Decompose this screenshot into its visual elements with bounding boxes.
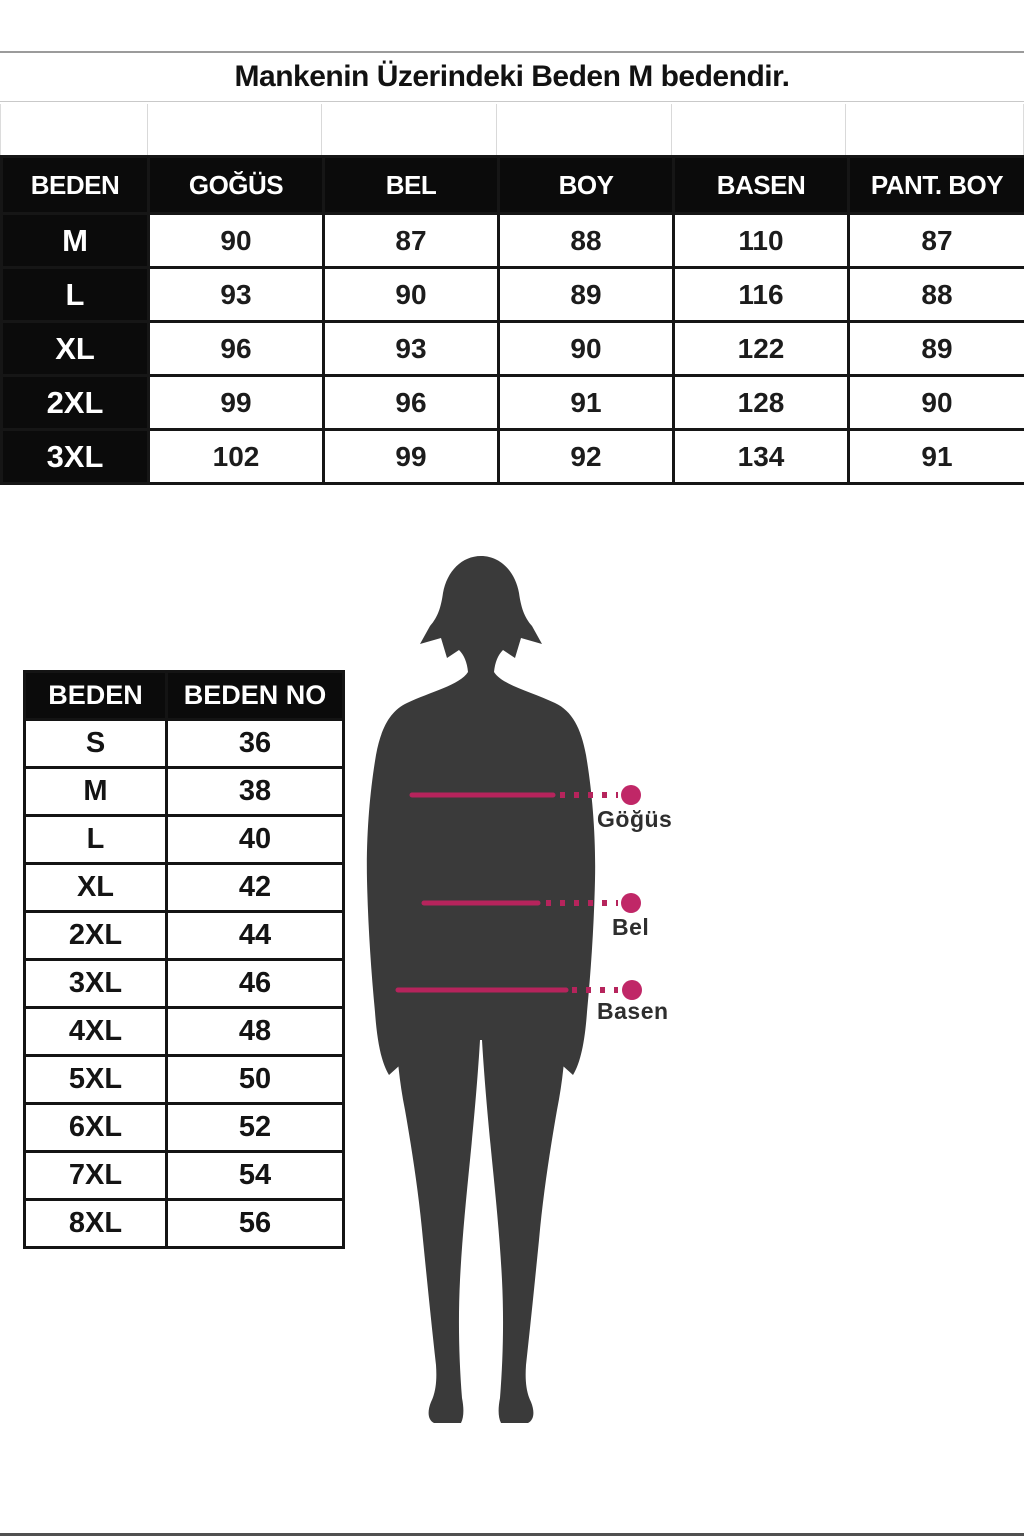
measurement-cell: 90 (322, 266, 500, 323)
measurement-cell: 92 (497, 428, 675, 485)
header-row: BEDEN GOĞÜS BEL BOY BASEN PANT. BOY (0, 155, 1024, 215)
waist-label: Bel (612, 914, 650, 940)
table-row: M 90 87 88 110 87 (0, 212, 1024, 269)
empty-grid-row (0, 104, 1024, 155)
measurement-cell: 91 (497, 374, 675, 431)
col-header-beden: BEDEN (23, 670, 168, 721)
table-row: XL 42 (23, 862, 345, 913)
table-row: L 93 90 89 116 88 (0, 266, 1024, 323)
table-row: 2XL 44 (23, 910, 345, 961)
size-no-cell: 56 (165, 1198, 345, 1249)
size-no-cell: 40 (165, 814, 345, 865)
size-no-cell: 44 (165, 910, 345, 961)
main-size-table: BEDEN GOĞÜS BEL BOY BASEN PANT. BOY M 90… (0, 155, 1024, 485)
measurement-cell: 91 (847, 428, 1024, 485)
measurement-cell: 102 (147, 428, 325, 485)
size-no-cell: 42 (165, 862, 345, 913)
col-header-bel: BEL (322, 155, 500, 215)
hip-dot (622, 980, 642, 1000)
row-label-cell: L (0, 266, 150, 323)
measurement-cell: 116 (672, 266, 850, 323)
size-cell: XL (23, 862, 168, 913)
measurement-cell: 93 (147, 266, 325, 323)
size-cell: 4XL (23, 1006, 168, 1057)
bottom-edge-strip (0, 1533, 1024, 1536)
size-no-cell: 46 (165, 958, 345, 1009)
hip-label: Basen (597, 998, 669, 1024)
col-header-beden-no: BEDEN NO (165, 670, 345, 721)
table-row: 3XL 102 99 92 134 91 (0, 428, 1024, 485)
size-cell: 8XL (23, 1198, 168, 1249)
table-row: L 40 (23, 814, 345, 865)
measurement-cell: 88 (847, 266, 1024, 323)
size-cell: 7XL (23, 1150, 168, 1201)
measurement-cell: 128 (672, 374, 850, 431)
row-label-cell: 2XL (0, 374, 150, 431)
chest-dot (621, 785, 641, 805)
table-row: M 38 (23, 766, 345, 817)
row-label-cell: XL (0, 320, 150, 377)
measurement-cell: 110 (672, 212, 850, 269)
page-title: Mankenin Üzerindeki Beden M bedendir. (0, 51, 1024, 102)
measurement-cell: 90 (147, 212, 325, 269)
table-row: 3XL 46 (23, 958, 345, 1009)
size-cell: M (23, 766, 168, 817)
measurement-cell: 96 (147, 320, 325, 377)
size-number-table: BEDEN BEDEN NO S 36 M 38 L 40 XL 42 2XL (23, 670, 345, 1249)
empty-cell (148, 104, 323, 155)
measurement-cell: 96 (322, 374, 500, 431)
measurement-cell: 122 (672, 320, 850, 377)
measurement-cell: 90 (497, 320, 675, 377)
body-silhouette-figure (366, 556, 642, 1423)
measurement-cell: 93 (322, 320, 500, 377)
measurement-cell: 134 (672, 428, 850, 485)
table-row: XL 96 93 90 122 89 (0, 320, 1024, 377)
measurement-cell: 99 (147, 374, 325, 431)
waist-dot (621, 893, 641, 913)
table-row: 7XL 54 (23, 1150, 345, 1201)
size-cell: 5XL (23, 1054, 168, 1105)
empty-cell (672, 104, 847, 155)
table-row: 4XL 48 (23, 1006, 345, 1057)
size-no-cell: 38 (165, 766, 345, 817)
size-no-cell: 50 (165, 1054, 345, 1105)
measurement-cell: 90 (847, 374, 1024, 431)
empty-cell (497, 104, 672, 155)
measurement-cell: 87 (322, 212, 500, 269)
measurement-cell: 89 (497, 266, 675, 323)
size-cell: 3XL (23, 958, 168, 1009)
header-row: BEDEN BEDEN NO (23, 670, 345, 721)
size-cell: S (23, 718, 168, 769)
table-row: 2XL 99 96 91 128 90 (0, 374, 1024, 431)
table-row: S 36 (23, 718, 345, 769)
row-label-cell: 3XL (0, 428, 150, 485)
measurement-cell: 88 (497, 212, 675, 269)
table-row: 6XL 52 (23, 1102, 345, 1153)
chest-label: Göğüs (597, 806, 673, 832)
measurement-cell: 89 (847, 320, 1024, 377)
col-header-basen: BASEN (672, 155, 850, 215)
size-no-cell: 48 (165, 1006, 345, 1057)
size-cell: L (23, 814, 168, 865)
col-header-beden: BEDEN (0, 155, 150, 215)
row-label-cell: M (0, 212, 150, 269)
col-header-gogus: GOĞÜS (147, 155, 325, 215)
empty-cell (322, 104, 498, 155)
empty-cell (1, 104, 148, 155)
empty-cell (846, 104, 1023, 155)
table-row: 5XL 50 (23, 1054, 345, 1105)
col-header-pant-boy: PANT. BOY (847, 155, 1024, 215)
col-header-boy: BOY (497, 155, 675, 215)
size-no-cell: 36 (165, 718, 345, 769)
measurement-cell: 87 (847, 212, 1024, 269)
table-row: 8XL 56 (23, 1198, 345, 1249)
measurement-cell: 99 (322, 428, 500, 485)
size-no-cell: 52 (165, 1102, 345, 1153)
size-cell: 2XL (23, 910, 168, 961)
size-no-cell: 54 (165, 1150, 345, 1201)
size-cell: 6XL (23, 1102, 168, 1153)
